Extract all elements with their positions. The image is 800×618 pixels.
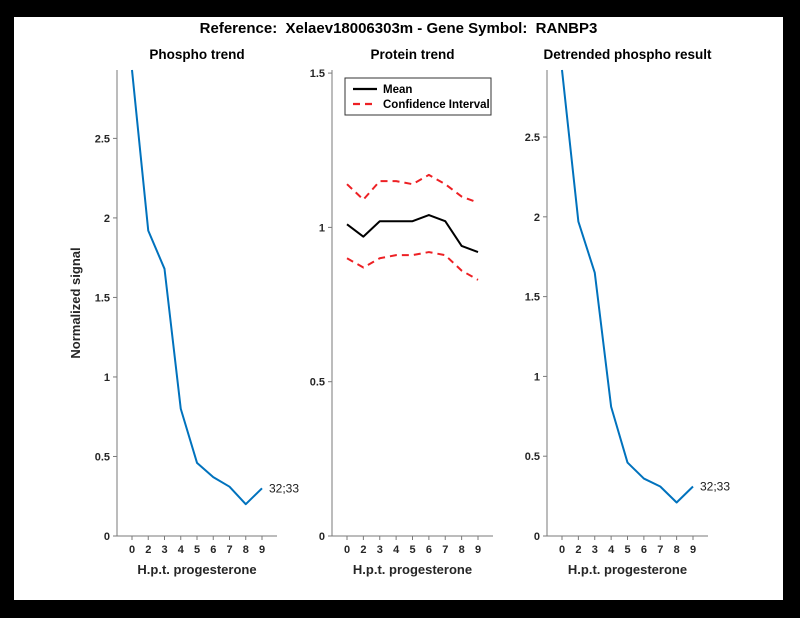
x-tick-label-phospho-trend: 2 — [145, 544, 151, 556]
axes-protein-trend — [331, 70, 493, 537]
axes-detrended-phospho-result — [546, 70, 708, 537]
axes-phospho-trend — [116, 70, 277, 537]
x-tick-label-protein-trend: 8 — [459, 544, 465, 556]
y-tick-label-detrended-phospho-result: 1.5 — [525, 292, 540, 304]
y-tick-label-detrended-phospho-result: 1 — [534, 371, 540, 383]
legend-box — [344, 77, 492, 116]
legend-label-mean: Mean — [383, 84, 412, 96]
endpoint-annotation-detrended-phospho-result: 32;33 — [700, 480, 730, 494]
mean-line — [346, 214, 479, 254]
x-tick-label-detrended-phospho-result: 8 — [674, 544, 680, 556]
y-tick-label-protein-trend: 0 — [319, 531, 325, 543]
x-tick-label-phospho-trend: 0 — [129, 544, 135, 556]
y-tick-label-phospho-trend: 1.5 — [95, 292, 110, 304]
y-tick-label-protein-trend: 1.5 — [310, 68, 325, 80]
x-tick-label-phospho-trend: 5 — [194, 544, 200, 556]
x-tick-label-phospho-trend: 8 — [243, 544, 249, 556]
x-tick-label-protein-trend: 7 — [442, 544, 448, 556]
subplot-title-phospho-trend: Phospho trend — [149, 47, 244, 62]
x-tick-label-protein-trend: 9 — [475, 544, 481, 556]
subplot-title-detrended-phospho-result: Detrended phospho result — [543, 47, 712, 62]
x-tick-label-phospho-trend: 3 — [161, 544, 167, 556]
legend-label-confidence-interval: Confidence Interval — [383, 99, 490, 111]
phospho-trend-line — [131, 69, 263, 506]
y-tick-label-protein-trend: 1 — [319, 222, 325, 234]
detrended-phospho-result-line — [561, 69, 694, 504]
x-tick-label-detrended-phospho-result: 2 — [575, 544, 581, 556]
x-tick-label-phospho-trend: 7 — [226, 544, 232, 556]
x-tick-label-protein-trend: 5 — [409, 544, 415, 556]
x-tick-label-detrended-phospho-result: 7 — [657, 544, 663, 556]
y-tick-label-phospho-trend: 2 — [104, 213, 110, 225]
x-tick-label-protein-trend: 6 — [426, 544, 432, 556]
x-tick-label-phospho-trend: 4 — [178, 544, 185, 556]
figure-title: Reference: Xelaev18006303m - Gene Symbol… — [199, 20, 598, 37]
y-tick-label-detrended-phospho-result: 2.5 — [525, 132, 540, 144]
confidence-interval-upper-line — [346, 173, 479, 204]
y-tick-label-detrended-phospho-result: 0.5 — [525, 451, 540, 463]
matlab-figure: Reference: Xelaev18006303m - Gene Symbol… — [14, 17, 783, 600]
x-tick-label-protein-trend: 0 — [344, 544, 350, 556]
y-tick-label-phospho-trend: 0 — [104, 531, 110, 543]
x-axis-label-detrended-phospho-result: H.p.t. progesterone — [568, 562, 687, 577]
x-tick-label-detrended-phospho-result: 0 — [559, 544, 565, 556]
x-tick-label-detrended-phospho-result: 4 — [608, 544, 615, 556]
y-tick-label-protein-trend: 0.5 — [310, 377, 325, 389]
x-tick-label-phospho-trend: 6 — [210, 544, 216, 556]
subplot-title-protein-trend: Protein trend — [370, 47, 454, 62]
x-axis-label-protein-trend: H.p.t. progesterone — [353, 562, 472, 577]
x-tick-label-protein-trend: 2 — [360, 544, 366, 556]
x-tick-label-protein-trend: 3 — [377, 544, 383, 556]
y-tick-label-detrended-phospho-result: 2 — [534, 212, 540, 224]
y-axis-label-phospho-trend: Normalized signal — [68, 247, 83, 358]
y-tick-label-phospho-trend: 2.5 — [95, 133, 110, 145]
y-tick-label-detrended-phospho-result: 0 — [534, 531, 540, 543]
x-tick-label-detrended-phospho-result: 6 — [641, 544, 647, 556]
confidence-interval-lower-line — [346, 251, 479, 281]
x-tick-label-detrended-phospho-result: 9 — [690, 544, 696, 556]
x-tick-label-protein-trend: 4 — [393, 544, 400, 556]
y-tick-label-phospho-trend: 0.5 — [95, 451, 110, 463]
x-tick-label-detrended-phospho-result: 3 — [592, 544, 598, 556]
y-tick-label-phospho-trend: 1 — [104, 372, 110, 384]
x-tick-label-detrended-phospho-result: 5 — [624, 544, 630, 556]
x-axis-label-phospho-trend: H.p.t. progesterone — [137, 562, 256, 577]
x-tick-label-phospho-trend: 9 — [259, 544, 265, 556]
endpoint-annotation-phospho-trend: 32;33 — [269, 481, 299, 495]
